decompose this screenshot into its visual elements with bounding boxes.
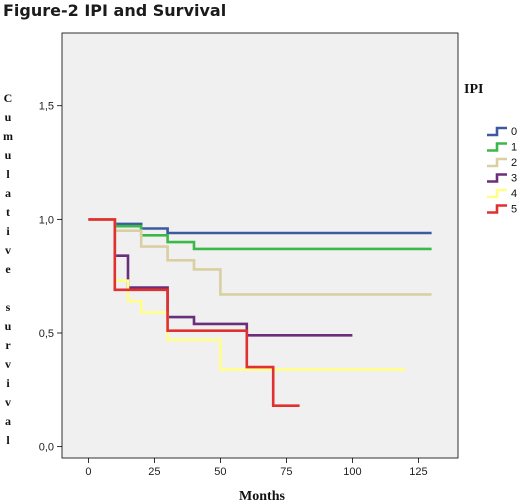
legend-item-ipi-5: 5	[487, 204, 517, 216]
x-tick-label: 50	[214, 466, 226, 478]
y-tick-label: 0,0	[39, 442, 54, 454]
y-axis-label-letter: C	[4, 91, 13, 105]
legend-label: 1	[511, 142, 517, 154]
x-axis: 0 25 50 75 100 125	[85, 458, 428, 478]
legend-item-ipi-1: 1	[487, 142, 517, 154]
legend-label: 5	[511, 204, 517, 216]
legend-label: 2	[511, 157, 517, 169]
y-axis-label-letter: s	[6, 300, 11, 314]
y-axis-label-letter: u	[5, 319, 12, 333]
y-axis-label-letter: t	[6, 205, 10, 219]
legend-swatch	[487, 126, 507, 137]
y-tick-label: 0,5	[39, 328, 54, 340]
y-tick-label: 1,0	[39, 214, 54, 226]
legend-label: 3	[511, 173, 517, 185]
legend-swatch	[487, 142, 507, 152]
legend-item-ipi-0: 0	[487, 126, 517, 138]
y-axis-label-letter: v	[5, 357, 11, 371]
legend-swatch	[487, 173, 507, 183]
x-tick-label: 0	[85, 466, 91, 478]
chart-title: Figure-2 IPI and Survival	[3, 1, 227, 20]
legend-title: IPI	[464, 82, 483, 97]
legend-item-ipi-3: 3	[487, 173, 517, 185]
plot-area	[61, 32, 459, 459]
y-axis: 0,0 0,5 1,0 1,5	[39, 101, 62, 454]
y-axis-label-letter: a	[5, 414, 11, 428]
y-axis-label-letter: m	[3, 129, 13, 143]
y-tick-label: 1,5	[39, 101, 54, 113]
curve-ipi-5	[88, 218, 300, 408]
x-axis-label: Months	[239, 489, 285, 503]
legend-swatch	[487, 157, 507, 168]
y-axis-label-letter: l	[6, 433, 10, 447]
y-axis-label-letter: e	[5, 262, 11, 276]
legend-swatch	[487, 188, 507, 199]
y-axis-label-letter: i	[6, 224, 10, 238]
x-tick-label: 75	[280, 466, 292, 478]
survival-curves	[88, 218, 432, 408]
x-tick-label: 100	[343, 466, 361, 478]
x-tick-label: 25	[148, 466, 160, 478]
y-axis-label-letter: a	[5, 186, 11, 200]
legend: IPI 0 1 2 3 4 5	[464, 82, 517, 216]
y-axis-label-letter: i	[6, 376, 10, 390]
legend-label: 0	[511, 126, 517, 138]
legend-label: 4	[511, 188, 517, 200]
y-axis-label-letter: u	[5, 148, 12, 162]
legend-item-ipi-4: 4	[487, 188, 517, 200]
y-axis-label-letter: u	[5, 110, 12, 124]
y-axis-label-letter: v	[5, 395, 11, 409]
x-tick-label: 125	[409, 466, 427, 478]
legend-swatch	[487, 204, 507, 214]
y-axis-label-letter: v	[5, 243, 11, 257]
legend-item-ipi-2: 2	[487, 157, 517, 169]
y-axis-label-letter: r	[5, 338, 11, 352]
y-axis-label-letter: l	[6, 167, 10, 181]
